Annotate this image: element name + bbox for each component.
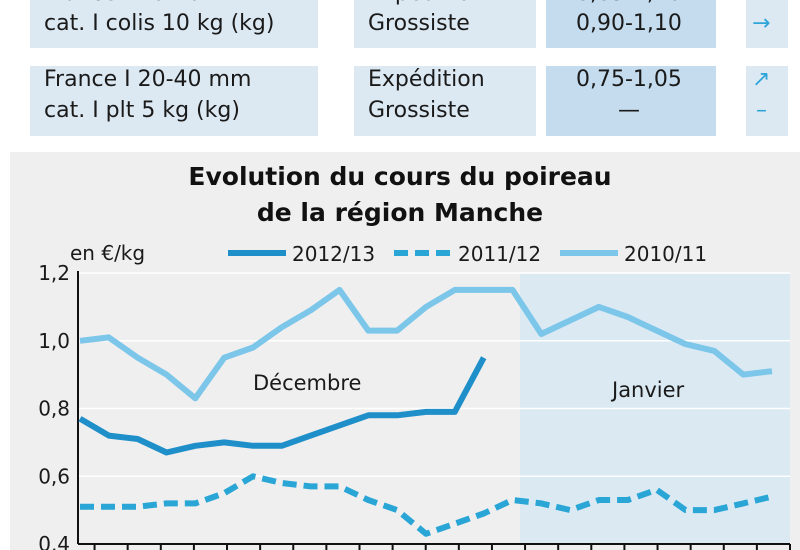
- product-line-1: France I 20-40 mm: [44, 67, 252, 92]
- y-tick-label: 1,2: [38, 261, 70, 285]
- chart-title-line-1: Evolution du cours du poireau: [188, 162, 612, 191]
- stage-grossiste: Grossiste: [368, 98, 470, 123]
- legend-label: 2012/13: [292, 242, 375, 266]
- price-cell: 0,75-1,05 —: [546, 66, 716, 136]
- stage-cell: Expédition Grossiste: [354, 0, 536, 48]
- series-line-2012-13: [78, 356, 487, 456]
- product-cell: France I 20-40 mm cat. I colis 10 kg (kg…: [30, 0, 318, 48]
- price-grossiste: 0,90-1,10: [576, 11, 682, 36]
- price-expedition: 0,75-1,05: [576, 67, 682, 92]
- product-line-2: cat. I colis 10 kg (kg): [44, 11, 275, 36]
- product-cell: France I 20-40 mm cat. I plt 5 kg (kg): [30, 66, 318, 136]
- y-tick-label: 1,0: [38, 329, 70, 353]
- y-tick-label: 0,4: [38, 532, 70, 550]
- price-grossiste: —: [618, 98, 640, 123]
- stage-expedition: Expédition: [368, 67, 485, 92]
- trend-cell: ↗ –: [746, 66, 788, 136]
- price-table: France I 20-40 mm cat. I colis 10 kg (kg…: [30, 0, 788, 136]
- series-line-2011-12: [80, 473, 773, 537]
- legend-label: 2011/12: [458, 242, 541, 266]
- period-label-december: Décembre: [253, 371, 361, 395]
- y-tick-label: 0,8: [38, 397, 70, 421]
- stage-expedition: Expédition: [368, 0, 485, 9]
- price-cell: 0,85-1,10 0,90-1,10: [546, 0, 716, 48]
- price-expedition: 0,85-1,10: [576, 0, 682, 9]
- stage-grossiste: Grossiste: [368, 11, 470, 36]
- trend-cell: ↗ →: [746, 0, 788, 48]
- chart-title-line-2: de la région Manche: [256, 198, 544, 227]
- up-arrow-icon: ↗: [752, 67, 771, 92]
- product-line-2: cat. I plt 5 kg (kg): [44, 98, 240, 123]
- y-axis-label: en €/kg: [70, 241, 145, 265]
- right-arrow-icon: →: [752, 11, 771, 36]
- y-tick-label: 0,6: [38, 464, 70, 488]
- dash-icon: –: [756, 98, 767, 123]
- series-line-2010-11: [79, 286, 773, 402]
- stage-cell: Expédition Grossiste: [354, 66, 536, 136]
- up-arrow-icon: ↗: [752, 0, 770, 9]
- table-row: France I 20-40 mm cat. I plt 5 kg (kg) E…: [30, 66, 788, 136]
- period-label-january: Janvier: [610, 378, 685, 402]
- table-row: France I 20-40 mm cat. I colis 10 kg (kg…: [30, 0, 788, 48]
- legend-label: 2010/11: [624, 242, 707, 266]
- product-line-1: France I 20-40 mm: [44, 0, 251, 9]
